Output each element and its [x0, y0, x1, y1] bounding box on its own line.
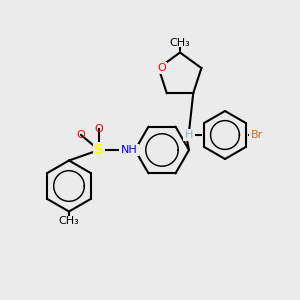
Text: Br: Br	[250, 130, 262, 140]
Text: H: H	[185, 130, 193, 140]
Text: S: S	[94, 143, 104, 157]
Text: CH₃: CH₃	[169, 38, 190, 49]
Text: NH: NH	[121, 145, 137, 155]
Text: O: O	[94, 124, 103, 134]
Text: CH₃: CH₃	[58, 215, 80, 226]
Text: O: O	[157, 63, 166, 73]
Text: O: O	[76, 130, 85, 140]
